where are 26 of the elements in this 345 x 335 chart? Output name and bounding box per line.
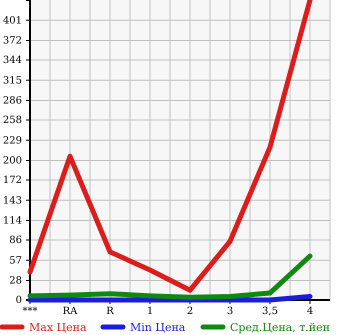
y-tick-label: 372	[2, 36, 22, 47]
x-tick-label: 3	[226, 306, 234, 318]
y-tick-label: 315	[2, 75, 22, 86]
y-tick-label: 258	[2, 115, 22, 126]
legend-label: Сред.Цена, т.йен	[230, 321, 330, 334]
y-tick-label: 286	[2, 96, 22, 107]
x-tick-label: 2	[186, 306, 194, 318]
x-tick-label: 1	[146, 306, 154, 318]
x-tick-label: R	[106, 306, 114, 318]
y-tick-label: 401	[2, 15, 22, 26]
y-tick-label: 0	[16, 295, 22, 306]
y-tick-label: 143	[2, 195, 22, 206]
y-tick-label: 344	[2, 55, 22, 66]
x-tick-label: 3,5	[262, 306, 278, 318]
y-tick-label: 172	[2, 175, 22, 186]
y-tick-label: 28	[9, 276, 22, 287]
y-tick-label: 57	[9, 255, 22, 266]
legend-label: Max Цена	[29, 321, 87, 334]
y-tick-label: 229	[2, 135, 22, 146]
x-tick-label: 4	[306, 306, 314, 318]
legend-label: Min Цена	[130, 321, 186, 334]
y-tick-label: 86	[9, 235, 22, 246]
x-tick-label: RA	[62, 306, 78, 318]
x-tick-label: ***	[22, 306, 38, 318]
y-tick-label: 114	[2, 216, 22, 227]
y-tick-label: 200	[2, 156, 22, 167]
